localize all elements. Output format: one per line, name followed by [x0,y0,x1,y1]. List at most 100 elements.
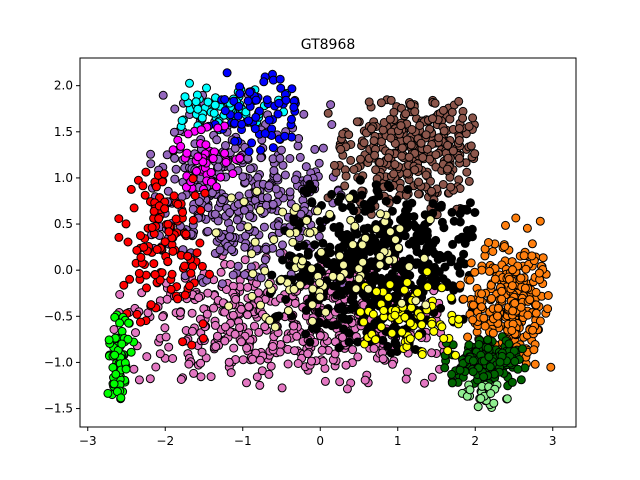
data-point-cluster-2 [397,151,407,161]
data-point-cluster-2 [470,149,480,159]
data-point-cluster-4 [516,273,526,283]
data-point-cluster-8 [273,109,283,119]
data-point-cluster-2 [385,114,395,124]
data-point-cluster-10 [123,237,133,247]
x-axis: −3 −2 −1 0 1 2 3 [79,427,557,448]
data-point-cluster-10 [119,280,129,290]
data-point-cluster-2 [462,167,472,177]
data-point-cluster-0 [290,298,300,308]
data-point-cluster-13 [295,280,305,290]
data-point-cluster-10 [147,223,157,232]
data-point-cluster-2 [414,189,423,199]
data-point-cluster-2 [421,170,431,180]
data-point-cluster-1 [299,109,309,119]
data-point-cluster-3 [449,216,459,226]
data-point-cluster-10 [167,269,177,279]
data-point-cluster-13 [316,247,326,257]
data-point-cluster-9 [182,148,192,158]
data-point-cluster-7 [193,104,203,114]
data-point-cluster-13 [375,252,385,261]
data-point-cluster-0 [401,374,411,384]
data-point-cluster-10 [149,259,159,269]
data-point-cluster-0 [388,359,397,369]
data-point-cluster-13 [411,296,421,306]
data-point-cluster-3 [334,243,344,253]
data-point-cluster-5 [516,375,526,385]
data-point-cluster-1 [272,173,282,183]
data-point-cluster-12 [372,287,381,297]
data-point-cluster-8 [233,111,243,121]
data-point-cluster-3 [403,185,413,194]
data-point-cluster-5 [464,340,474,350]
data-point-cluster-10 [178,337,188,347]
data-point-cluster-3 [422,243,432,253]
data-point-cluster-0 [145,374,155,384]
data-point-cluster-0 [238,355,248,365]
data-point-cluster-8 [287,114,296,124]
data-point-cluster-11 [109,379,119,389]
data-point-cluster-6 [486,389,496,398]
data-point-cluster-2 [376,98,386,108]
data-point-cluster-2 [406,100,416,109]
data-point-cluster-10 [198,333,208,343]
data-point-cluster-7 [185,78,194,88]
data-point-cluster-10 [166,284,176,294]
data-point-cluster-5 [447,369,457,379]
data-point-cluster-3 [391,263,401,273]
data-point-cluster-2 [430,98,440,108]
data-point-cluster-3 [354,214,364,223]
data-point-cluster-8 [268,143,278,153]
data-point-cluster-13 [305,228,315,238]
data-point-cluster-4 [486,280,496,290]
data-point-cluster-2 [396,121,406,131]
data-point-cluster-4 [521,264,531,274]
data-point-cluster-13 [252,186,262,196]
data-point-cluster-1 [225,208,235,217]
data-point-cluster-10 [132,245,142,255]
data-point-cluster-0 [236,304,246,314]
data-point-cluster-0 [194,293,204,303]
data-point-cluster-0 [187,326,197,336]
data-point-cluster-0 [109,325,119,334]
data-point-cluster-8 [244,116,253,126]
data-point-cluster-9 [192,166,201,176]
data-point-cluster-2 [359,138,369,148]
data-point-cluster-0 [211,342,221,351]
data-point-cluster-1 [259,222,269,232]
data-point-cluster-1 [285,154,295,163]
data-point-cluster-13 [385,227,395,237]
data-point-cluster-0 [242,343,252,353]
data-point-cluster-10 [169,191,179,201]
data-point-cluster-4 [466,258,476,268]
data-point-cluster-1 [262,193,272,203]
data-point-cluster-2 [370,150,380,160]
data-point-cluster-12 [454,314,464,324]
data-point-cluster-2 [371,165,381,175]
data-point-cluster-0 [292,331,302,341]
data-point-cluster-1 [221,141,230,150]
data-point-cluster-13 [375,209,385,219]
data-point-cluster-8 [256,145,266,155]
data-point-cluster-10 [121,219,131,229]
data-point-cluster-3 [369,195,379,205]
data-point-cluster-10 [190,191,200,201]
data-point-cluster-4 [468,315,478,325]
data-point-cluster-6 [502,394,512,404]
data-point-cluster-2 [407,125,417,134]
data-point-cluster-3 [327,321,337,331]
data-point-cluster-3 [305,337,315,347]
data-point-cluster-12 [397,327,407,337]
data-point-cluster-0 [244,302,254,312]
data-point-cluster-4 [497,286,507,296]
data-point-cluster-3 [385,183,395,193]
data-point-cluster-10 [136,317,145,327]
data-point-cluster-0 [187,308,197,318]
data-point-cluster-2 [349,165,359,174]
data-point-cluster-4 [488,328,498,338]
data-point-cluster-1 [285,187,295,197]
data-point-cluster-12 [437,283,447,293]
data-point-cluster-3 [342,230,352,239]
data-point-cluster-0 [175,307,185,317]
data-point-cluster-3 [274,311,284,321]
data-point-cluster-7 [209,108,219,118]
